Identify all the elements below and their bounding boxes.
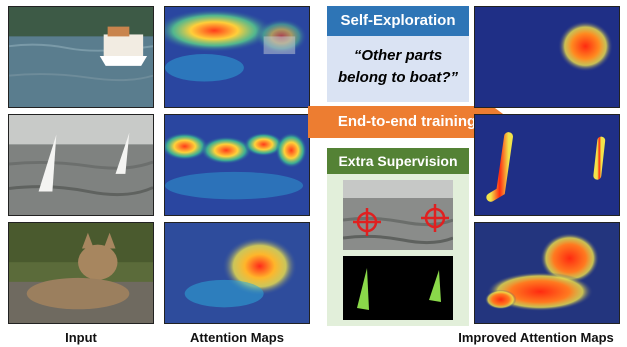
attention-map-cat	[164, 222, 310, 324]
self-exploration-quote-line1: “Other parts	[353, 47, 443, 64]
improved-attention-maps-label: Improved Attention Maps	[458, 330, 614, 345]
improved-map-boat	[474, 6, 620, 108]
improved-map-sailboats	[474, 114, 620, 216]
self-exploration-quote-line2: belong to boat?”	[338, 69, 458, 86]
self-exploration-panel: “Other parts belong to boat?”	[327, 36, 469, 102]
mask-sail-right	[429, 270, 441, 302]
attention-map-sailboats	[164, 114, 310, 216]
mask-sail-left	[357, 268, 369, 310]
target-icon-left	[353, 208, 381, 236]
input-image-sailboats	[8, 114, 154, 216]
target-icon-right	[421, 204, 449, 232]
extra-supervision-title: Extra Supervision	[327, 148, 469, 174]
supervision-sailboat-image	[343, 180, 453, 250]
attention-maps-label: Attention Maps	[190, 330, 284, 345]
input-label: Input	[65, 330, 97, 345]
attention-map-boat	[164, 6, 310, 108]
input-image-cat	[8, 222, 154, 324]
arrow-label: End-to-end training	[337, 113, 477, 130]
input-image-boat	[8, 6, 154, 108]
supervision-mask-image	[343, 256, 453, 320]
extra-supervision-panel	[327, 174, 469, 326]
training-arrow-icon	[308, 94, 514, 150]
improved-map-cat	[474, 222, 620, 324]
self-exploration-title: Self-Exploration	[327, 6, 469, 36]
